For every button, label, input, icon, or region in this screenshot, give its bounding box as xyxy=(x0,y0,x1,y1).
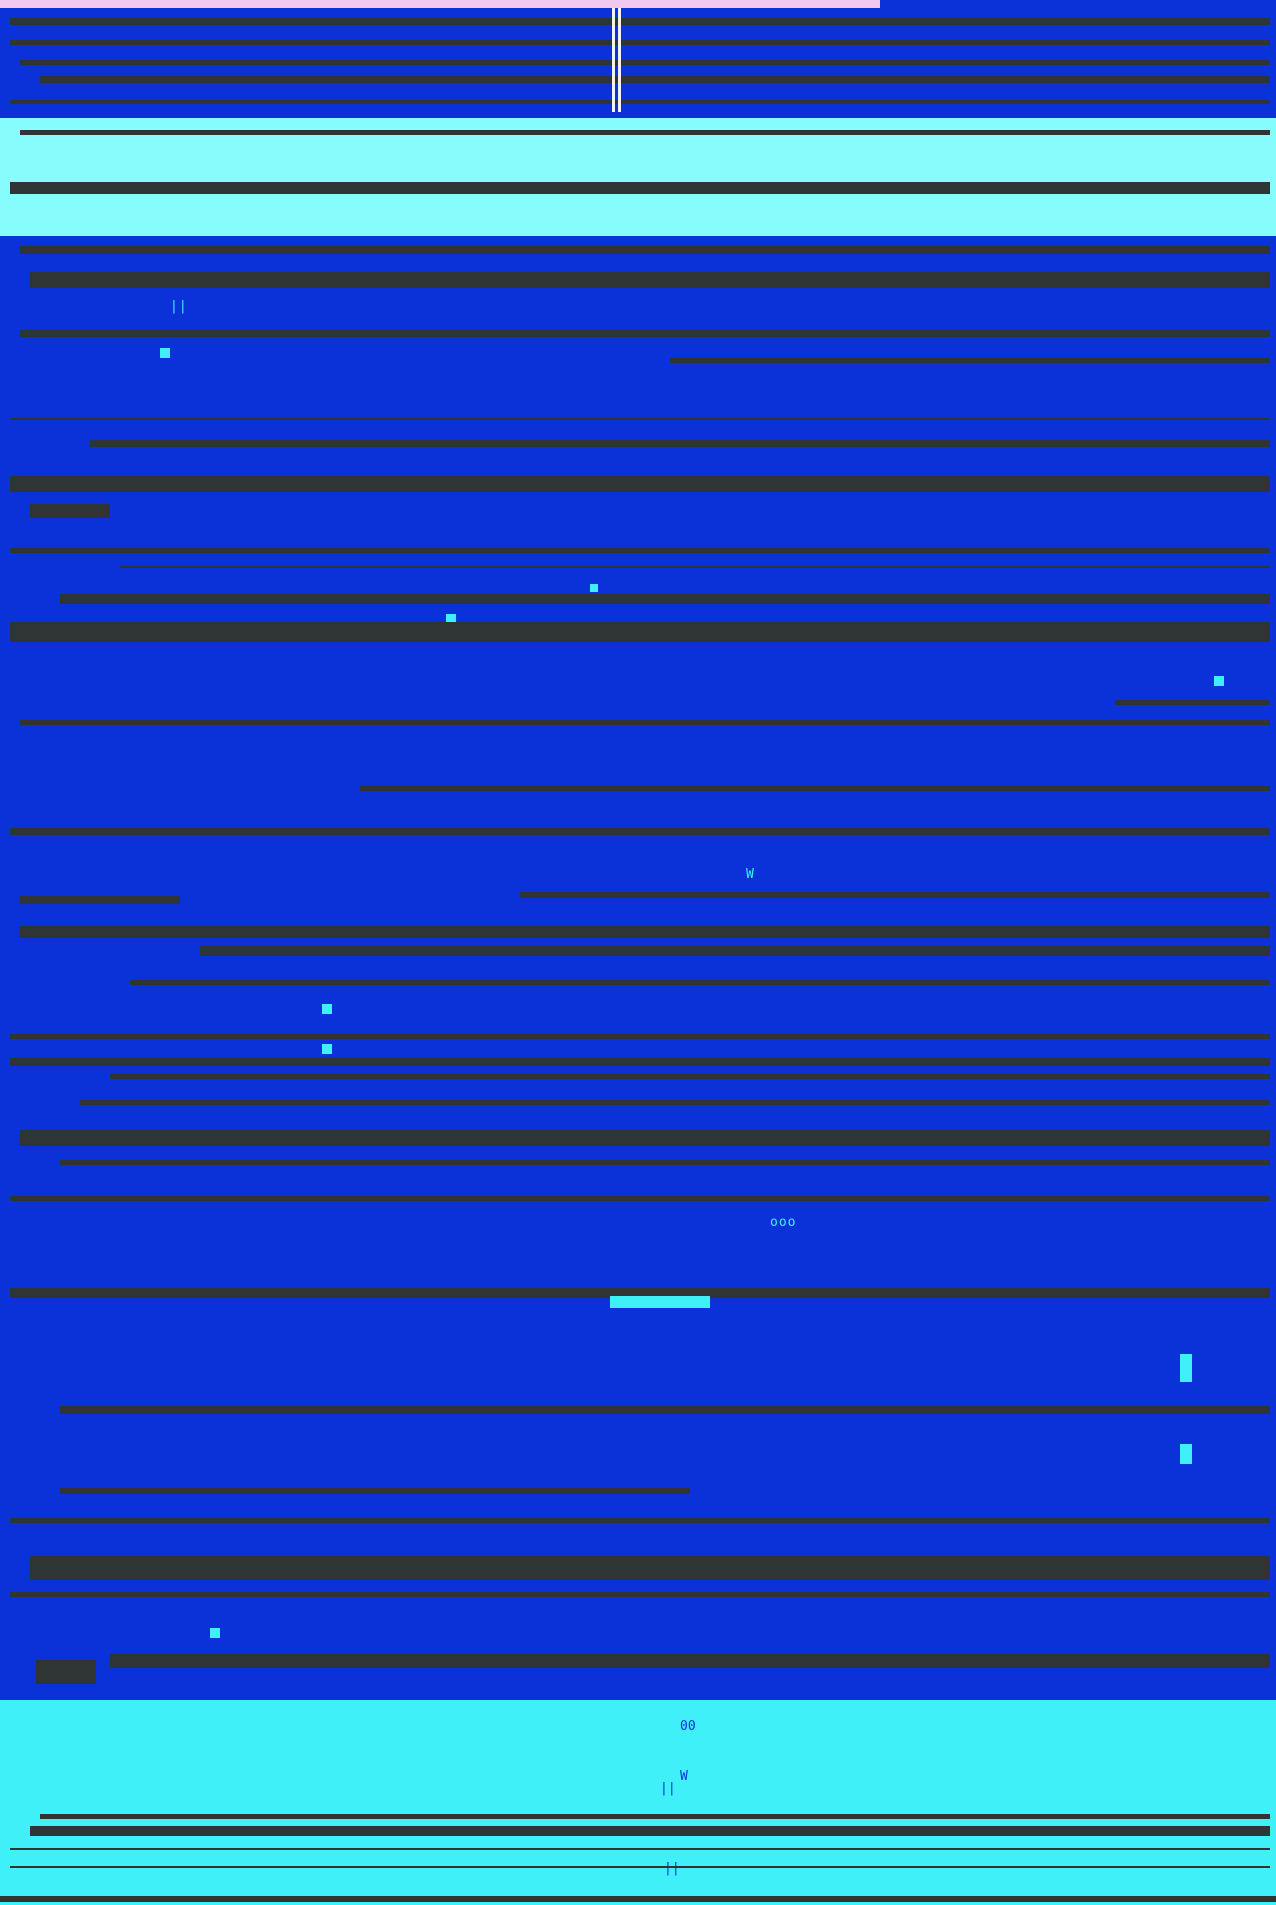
bottom-rule-1 xyxy=(40,1814,1270,1819)
body-rule-3 xyxy=(670,358,1270,363)
glyph-5: W xyxy=(680,1769,688,1784)
header-divider xyxy=(612,8,615,112)
glyph-4: 00 xyxy=(680,1719,696,1734)
body-rule-11 xyxy=(1115,700,1270,705)
bottom-rule-5 xyxy=(0,1896,1276,1902)
bottom-rule-3 xyxy=(10,1848,1270,1850)
body-rule-22 xyxy=(80,1100,1270,1105)
body-rule-28 xyxy=(60,1488,690,1494)
panel-rule-3 xyxy=(20,246,1270,254)
body-rule-6 xyxy=(10,476,1270,492)
body-rule-29 xyxy=(10,1518,1270,1523)
accent-3 xyxy=(590,584,598,592)
header-rule-5 xyxy=(10,100,1270,104)
header-rule-1 xyxy=(10,18,1270,25)
body-rule-19 xyxy=(10,1034,1270,1039)
body-rule-13 xyxy=(360,786,1270,791)
panel-rule-1 xyxy=(20,130,1270,135)
body-rule-9 xyxy=(60,594,1270,604)
body-rule-24 xyxy=(60,1160,1270,1165)
body-block-2 xyxy=(20,896,180,904)
accent-8 xyxy=(210,1628,220,1638)
header-rule-4 xyxy=(40,76,1270,83)
body-rule-4 xyxy=(10,418,1270,420)
body-rule-23 xyxy=(20,1130,1270,1146)
accent-7 xyxy=(610,1296,710,1308)
cyan-panel xyxy=(0,118,1276,236)
bottom-rule-4 xyxy=(10,1866,1270,1868)
glyph-6: || xyxy=(660,1781,676,1796)
glyph-1: || xyxy=(170,299,188,314)
body-rule-12 xyxy=(20,720,1270,725)
body-rule-2 xyxy=(20,330,1270,337)
accent-1 xyxy=(160,348,170,358)
cyan-panel-cut xyxy=(540,236,1276,244)
body-rule-16 xyxy=(20,926,1270,938)
header-rule-2 xyxy=(10,40,1270,45)
glyph-2: W xyxy=(746,867,755,882)
body-rule-20 xyxy=(10,1058,1270,1066)
body-rule-7 xyxy=(10,548,1270,553)
body-rule-14 xyxy=(10,828,1270,835)
accent-4 xyxy=(1214,676,1224,686)
body-rule-1 xyxy=(30,272,1270,288)
body-rule-32 xyxy=(110,1654,1270,1668)
body-rule-15 xyxy=(520,892,1270,898)
body-rule-8 xyxy=(120,566,1270,568)
body-rule-31 xyxy=(10,1592,1270,1597)
header-divider-2 xyxy=(618,8,621,112)
header-rule-3 xyxy=(20,60,1270,65)
panel-rule-2 xyxy=(10,182,1270,194)
bottom-panel xyxy=(0,1700,1276,1905)
body-rule-18 xyxy=(130,980,1270,985)
bottom-rule-2 xyxy=(30,1826,1270,1836)
top-strip xyxy=(0,0,880,8)
body-rule-26 xyxy=(10,1288,1270,1298)
accent-6 xyxy=(322,1044,332,1054)
glyph-3: ooo xyxy=(770,1215,797,1230)
body-rule-25 xyxy=(10,1196,1270,1201)
body-block-3 xyxy=(36,1660,96,1684)
body-rule-27 xyxy=(60,1406,1270,1414)
accent-2 xyxy=(446,614,456,622)
body-rule-5 xyxy=(90,440,1270,447)
body-rule-30 xyxy=(30,1556,1270,1580)
body-rule-17 xyxy=(200,946,1270,956)
glyph-7: || xyxy=(664,1861,680,1876)
accent-9 xyxy=(1180,1354,1192,1382)
accent-5 xyxy=(322,1004,332,1014)
top-strip-right xyxy=(880,0,1276,8)
accent-10 xyxy=(1180,1444,1192,1464)
body-rule-10 xyxy=(10,622,1270,642)
body-rule-21 xyxy=(110,1074,1270,1079)
body-block-1 xyxy=(30,504,110,518)
